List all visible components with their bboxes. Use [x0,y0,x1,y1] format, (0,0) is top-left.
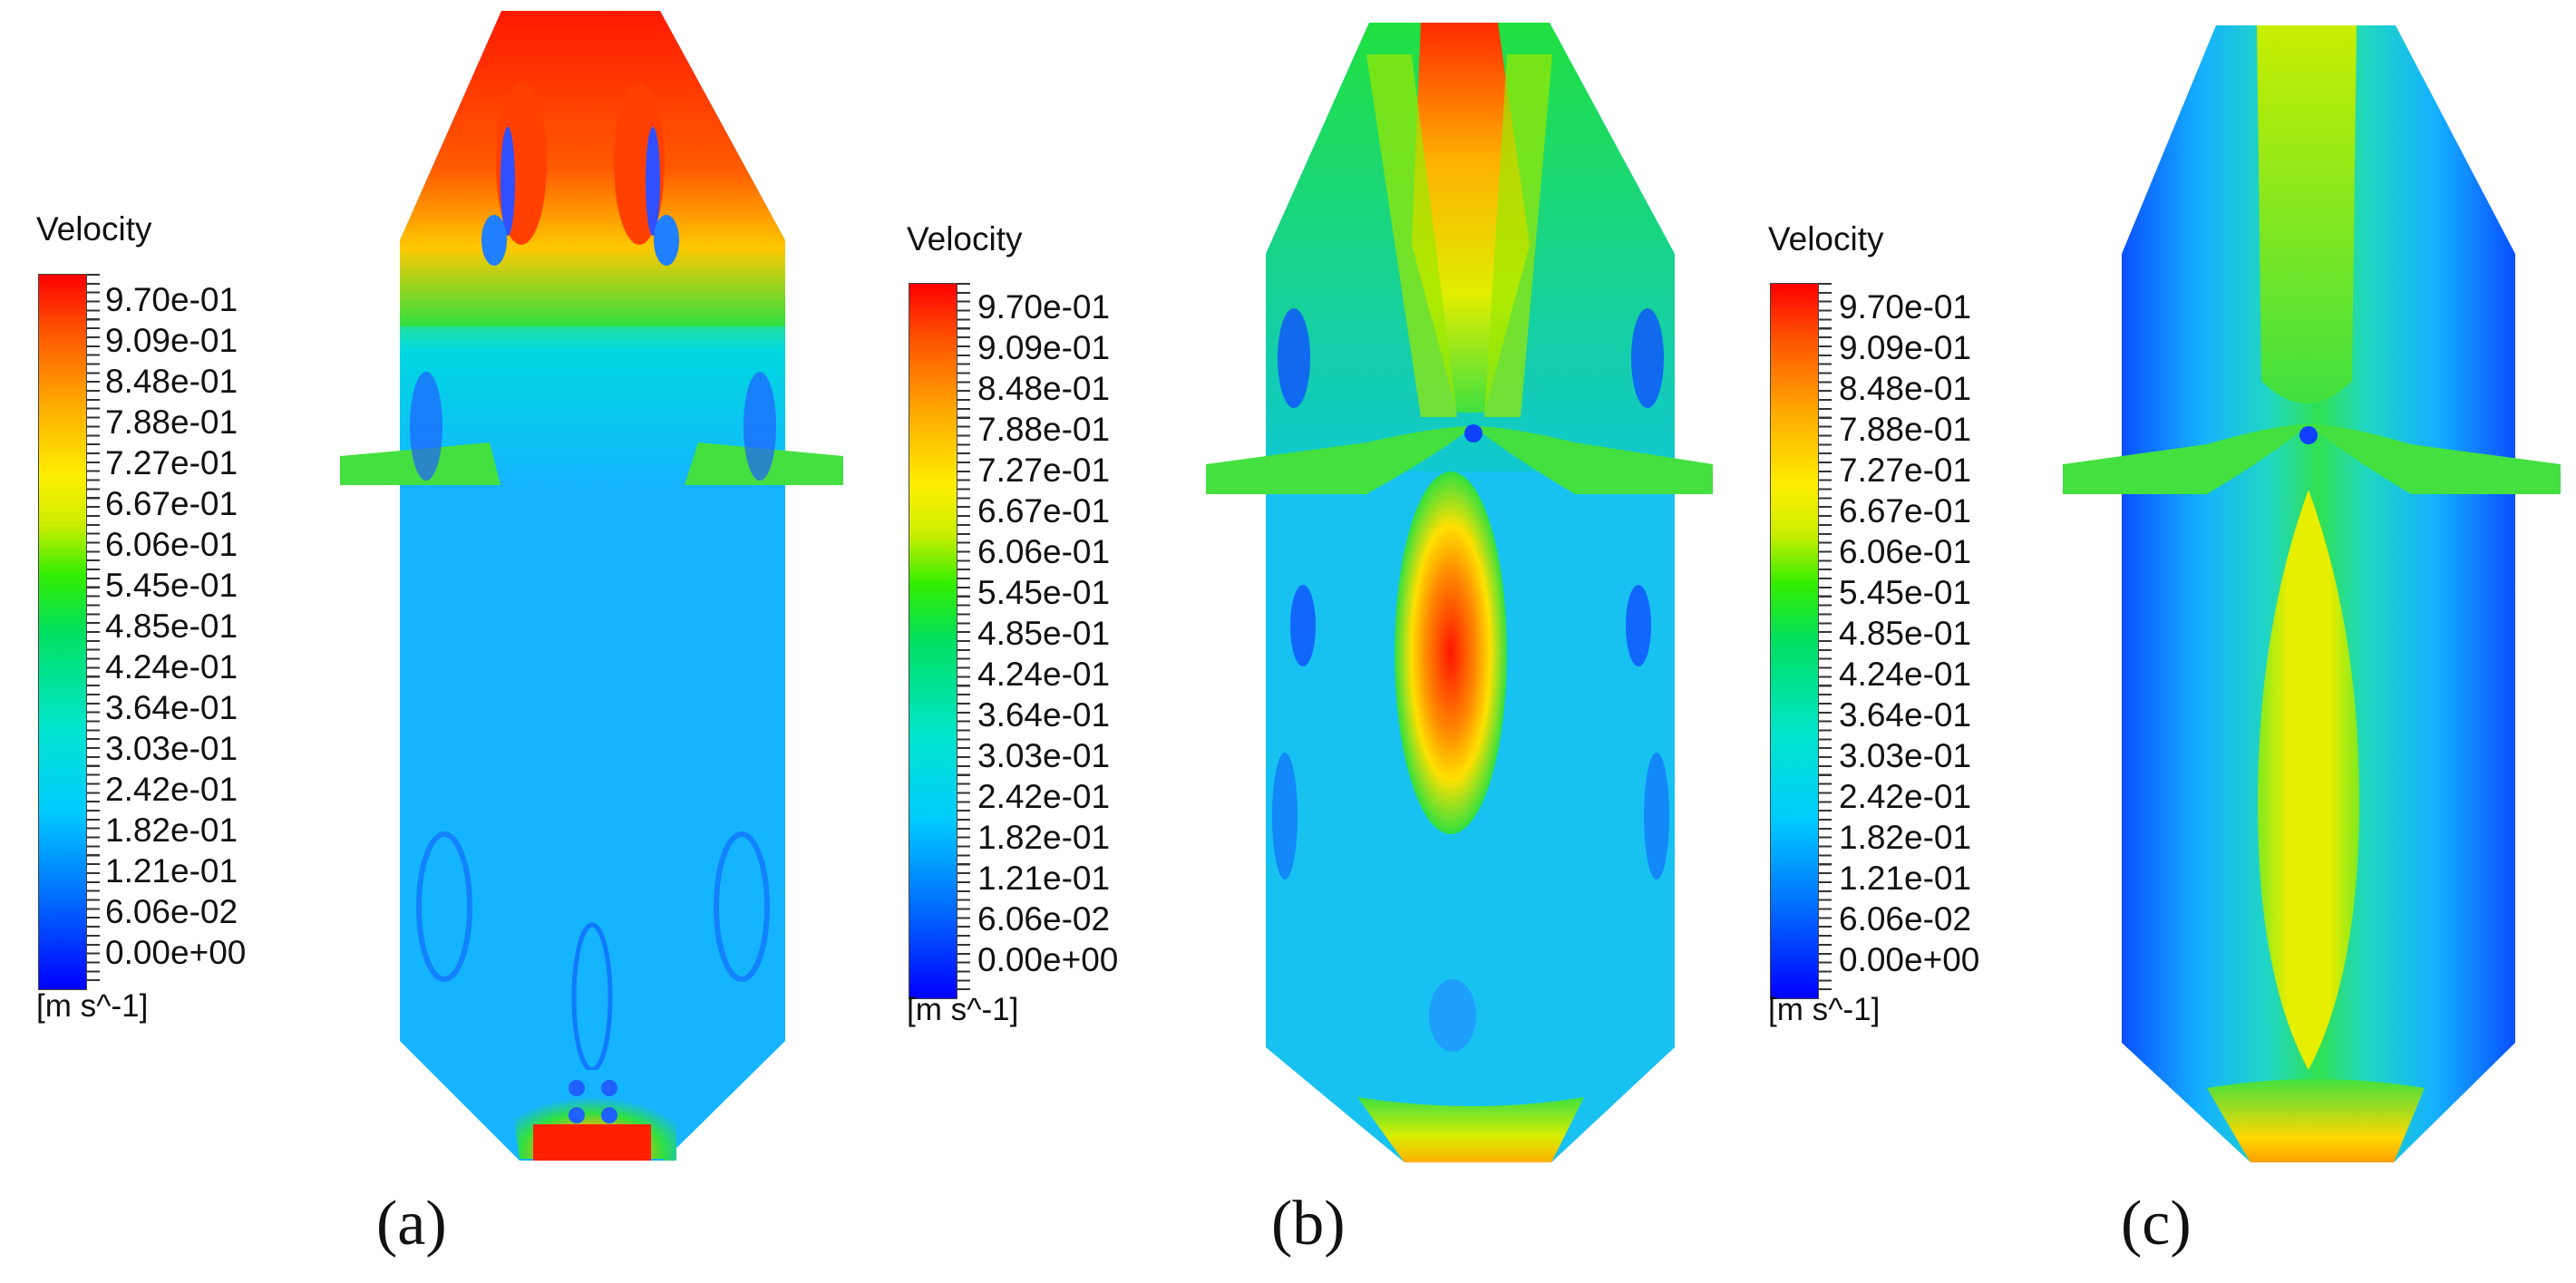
tick-label: 7.88e-01 [105,403,238,441]
tick-label: 1.82e-01 [977,819,1111,856]
tick-label: 5.45e-01 [977,574,1111,611]
legend-title: Velocity [907,220,1023,258]
tick-label: 0.00e+00 [1839,941,1980,978]
tick-label: 7.27e-01 [977,452,1111,489]
tick-label: 9.09e-01 [977,329,1111,366]
tick-label: 1.82e-01 [105,812,238,849]
tick-label: 6.06e-02 [977,900,1111,938]
velocity-contour-a [340,11,843,1161]
tick-label: 6.67e-01 [1839,492,1972,530]
tick-label: 3.64e-01 [1839,696,1972,734]
caption-a: (a) [376,1189,447,1259]
tick-label: 9.09e-01 [105,322,238,359]
colorbar [1770,283,1819,999]
tick-label: 6.06e-01 [1839,533,1972,570]
tick-label: 8.48e-01 [105,363,238,400]
tick-label: 8.48e-01 [977,370,1111,407]
tick-label: 6.06e-02 [105,893,238,930]
velocity-contour-c [2063,25,2561,1162]
legend-title: Velocity [36,210,152,248]
tick-label: 2.42e-01 [977,778,1111,815]
tick-label: 3.64e-01 [105,689,238,726]
tick-label: 0.00e+00 [105,934,247,971]
caption-b: (b) [1271,1189,1346,1259]
tick-label: 7.27e-01 [105,444,238,481]
colorbar-ticks [957,283,970,997]
tick-label: 1.82e-01 [1839,819,1972,856]
tick-label: 6.06e-01 [105,526,238,563]
tick-label: 3.03e-01 [1839,737,1972,774]
tick-label: 1.21e-01 [977,860,1111,897]
colorbar-ticks [87,274,100,988]
legend-title: Velocity [1768,220,1884,258]
panel-c: Velocity 9.70e-01 9.09e-01 8.48e-01 7.88… [1717,0,2576,1283]
tick-label: 9.09e-01 [1839,329,1972,366]
colorbar-ticks [1819,283,1832,997]
legend-units: [m s^-1] [1768,992,1881,1027]
panel-a: Velocity 9.70e-01 9.09e-01 8.48e-01 7.88… [0,0,859,1283]
tick-label: 8.48e-01 [1839,370,1972,407]
tick-label: 4.24e-01 [105,648,238,685]
tick-label: 6.67e-01 [105,485,238,522]
tick-label: 6.67e-01 [977,492,1111,530]
tick-label: 3.03e-01 [977,737,1111,774]
tick-label: 9.70e-01 [105,281,238,318]
tick-label: 3.03e-01 [105,730,238,767]
tick-label: 4.85e-01 [977,615,1111,652]
tick-label: 4.24e-01 [1839,656,1972,693]
tick-label: 6.06e-01 [977,533,1111,570]
panel-b: Velocity 9.70e-01 9.09e-01 8.48e-01 7.88… [859,0,1717,1283]
legend-units: [m s^-1] [36,988,149,1024]
tick-label: 5.45e-01 [1839,574,1972,611]
tick-label: 7.88e-01 [1839,411,1972,448]
tick-label: 9.70e-01 [1839,288,1972,326]
tick-label: 7.88e-01 [977,411,1111,448]
tick-label: 5.45e-01 [105,567,238,604]
tick-label: 3.64e-01 [977,696,1111,734]
tick-label: 9.70e-01 [977,288,1111,326]
tick-label: 2.42e-01 [1839,778,1972,815]
tick-label: 4.85e-01 [1839,615,1972,652]
caption-c: (c) [2121,1189,2192,1259]
colorbar [38,274,87,990]
legend-units: [m s^-1] [907,992,1019,1027]
velocity-contour-b [1206,23,1713,1162]
tick-label: 2.42e-01 [105,771,238,808]
tick-label: 4.24e-01 [977,656,1111,693]
tick-label: 4.85e-01 [105,607,238,645]
tick-label: 0.00e+00 [977,941,1119,978]
tick-label: 1.21e-01 [1839,860,1972,897]
tick-label: 7.27e-01 [1839,452,1972,489]
tick-label: 6.06e-02 [1839,900,1972,938]
tick-label: 1.21e-01 [105,852,238,889]
colorbar [909,283,957,999]
